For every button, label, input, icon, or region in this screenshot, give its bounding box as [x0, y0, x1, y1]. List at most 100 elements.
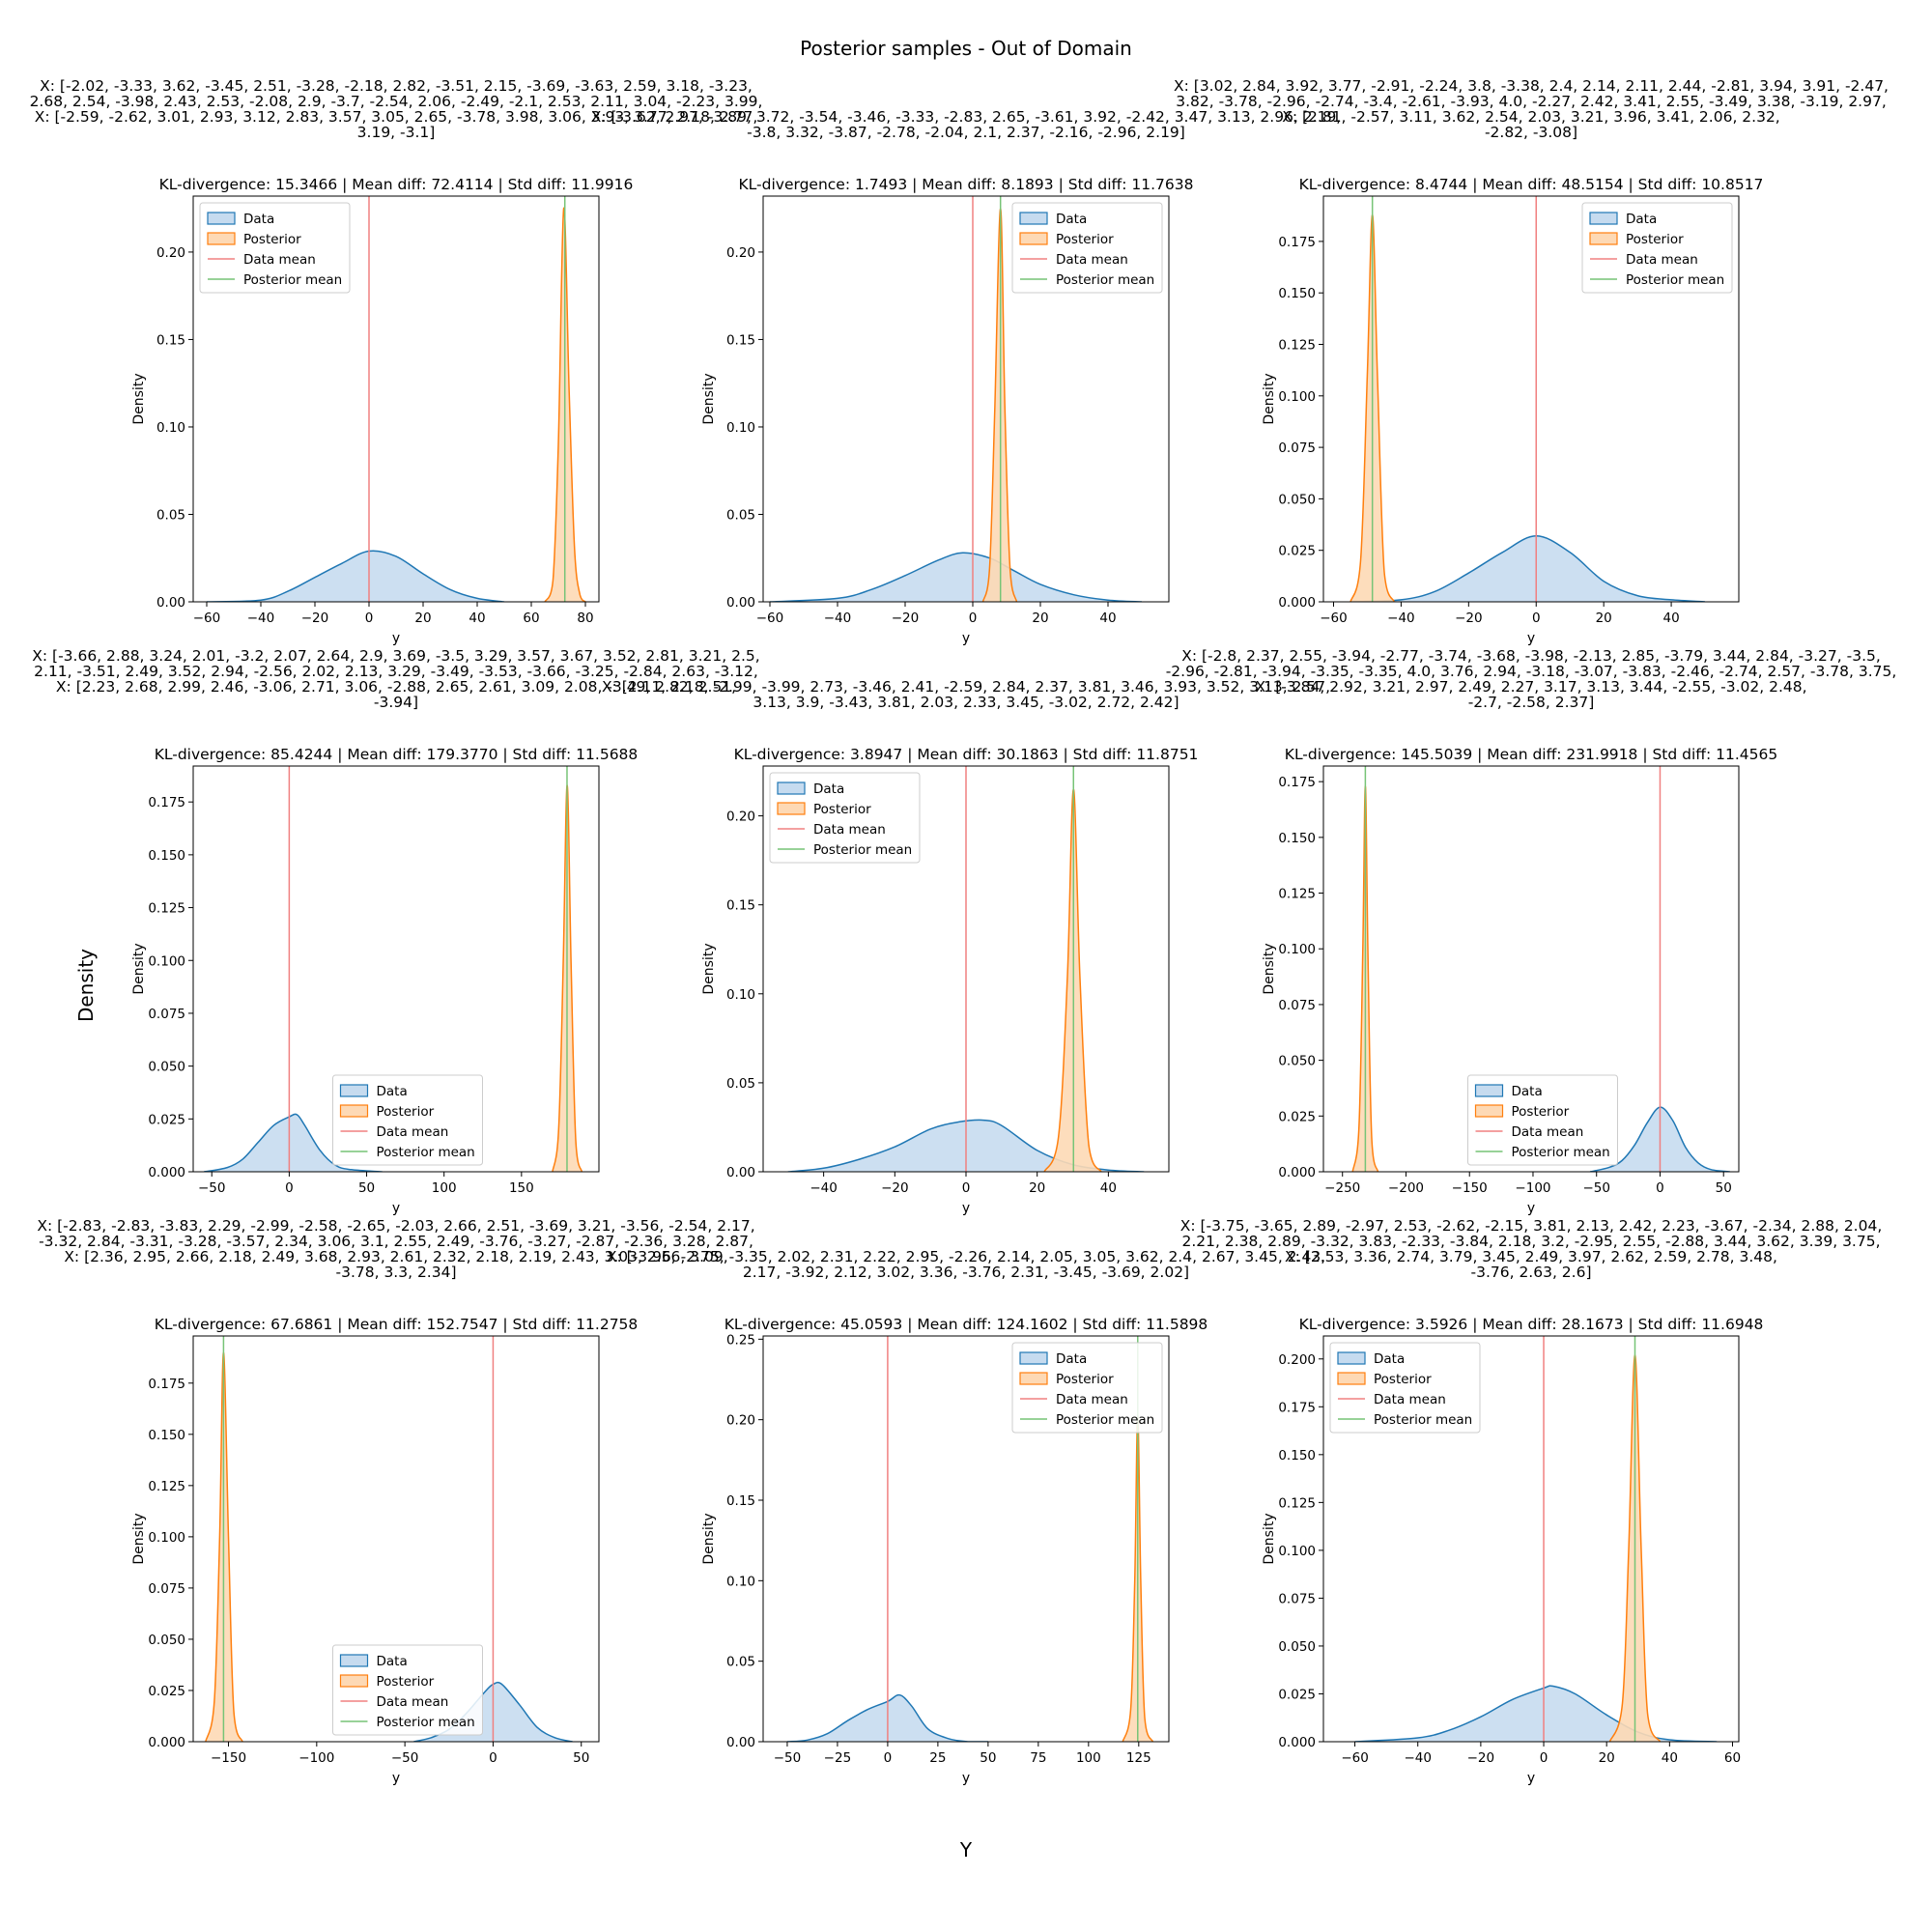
figure-title: Posterior samples - Out of Domain [800, 37, 1132, 60]
legend-swatch-patch [1337, 1351, 1366, 1365]
legend-label: Data [813, 781, 844, 797]
x-tick-label: −50 [391, 1750, 419, 1766]
legend-box [769, 772, 921, 864]
legend-label: Data mean [1056, 1392, 1128, 1407]
x-tick-label: −60 [1320, 611, 1348, 626]
y-tick-label: 0.125 [148, 901, 185, 917]
x-tick-label: −20 [1455, 611, 1483, 626]
x-tick-label: −100 [1515, 1180, 1550, 1196]
subplot-title-line: 2.21, 2.38, 2.89, -3.32, 3.83, -2.33, -3… [1181, 1233, 1880, 1250]
subplot-7: X: [-2.83, -2.83, -3.83, 2.29, -2.99, -2… [37, 1217, 754, 1786]
subplot-title-line: X: [-3.84, 2.92, 3.21, 2.97, 2.49, 2.27,… [1255, 678, 1806, 696]
x-tick-label: −60 [193, 611, 221, 626]
x-tick-label: 20 [414, 611, 431, 626]
legend-box [332, 1644, 483, 1736]
subplot-title-line: 3.19, -3.1] [357, 124, 436, 141]
y-tick-label: 0.100 [148, 953, 185, 969]
y-tick-label: 0.100 [148, 1530, 185, 1546]
x-tick-label: −50 [1582, 1180, 1610, 1196]
subplot-metrics: KL-divergence: 85.4244 | Mean diff: 179.… [155, 746, 639, 763]
x-tick-label: 20 [1599, 1750, 1615, 1766]
legend-label: Data mean [377, 1694, 449, 1710]
plot-area [1354, 1336, 1718, 1742]
legend-label: Posterior [377, 1674, 435, 1690]
subplot-title-line: 2.11, -3.51, 2.49, 3.52, 2.94, -2.56, 2.… [34, 663, 758, 680]
y-tick-label: 0.15 [726, 332, 755, 348]
subplot-title-line: X: [2.23, 2.68, 2.99, 2.46, -3.06, 2.71,… [56, 678, 736, 696]
subplot-title-line: -3.8, 3.32, -3.87, -2.78, -2.04, 2.1, 2.… [747, 124, 1185, 141]
y-tick-label: 0.20 [726, 1413, 755, 1429]
subplot-4: X: [-3.66, 2.88, 3.24, 2.01, -3.2, 2.07,… [32, 647, 759, 1216]
y-tick-label: 0.10 [726, 1574, 755, 1589]
y-tick-label: 0.050 [1278, 1054, 1316, 1069]
x-tick-label: 100 [1076, 1750, 1101, 1766]
legend-label: Data mean [1374, 1392, 1446, 1407]
subplot-9: X: [-3.75, -3.65, 2.89, -2.97, 2.53, -2.… [1180, 1217, 1883, 1786]
y-tick-label: 0.150 [1278, 1448, 1316, 1463]
legend-label: Posterior [1056, 1372, 1114, 1387]
y-tick-label: 0.000 [1278, 1735, 1316, 1750]
x-tick-label: 0 [969, 611, 978, 626]
x-axis-label: y [392, 631, 400, 646]
y-tick-label: 0.050 [1278, 492, 1316, 507]
subplot-title-line: -2.96, -2.81, -3.94, -3.35, -3.35, 4.0, … [1166, 663, 1897, 680]
y-tick-label: 0.00 [726, 1735, 755, 1750]
legend-swatch-patch [339, 1084, 369, 1097]
x-tick-label: −40 [824, 611, 852, 626]
x-tick-label: 40 [1100, 1180, 1117, 1196]
legend-label: Data mean [377, 1124, 449, 1140]
y-axis-label: Density [1262, 1513, 1277, 1564]
x-tick-label: 25 [929, 1750, 946, 1766]
subplot-title-line: -2.82, -3.08] [1485, 124, 1577, 141]
legend-label: Data mean [1056, 252, 1128, 268]
subplot-metrics: KL-divergence: 145.5039 | Mean diff: 231… [1285, 746, 1777, 763]
legend-label: Posterior mean [1626, 272, 1724, 288]
legend-label: Posterior [377, 1104, 435, 1120]
y-tick-label: 0.100 [1278, 1544, 1316, 1559]
legend-swatch-patch [1019, 1372, 1048, 1385]
y-tick-label: 0.125 [1278, 338, 1316, 354]
legend-swatch-patch [777, 781, 806, 795]
x-tick-label: −60 [756, 611, 784, 626]
subplot-8: X: [-3.96, -2.75, -3.35, 2.02, 2.31, 2.2… [607, 1248, 1325, 1786]
plot-area [204, 766, 583, 1172]
data-kde-line [204, 1113, 383, 1172]
legend-swatch-patch [207, 232, 236, 245]
x-tick-label: −20 [892, 611, 920, 626]
figure-x-label: Y [959, 1838, 973, 1861]
plot-area [1351, 766, 1730, 1172]
legend: Data Posterior Data mean Posterior mean [1467, 1074, 1618, 1166]
x-axis-label: y [392, 1201, 400, 1216]
x-tick-label: 40 [1662, 611, 1679, 626]
legend-label: Posterior mean [1512, 1145, 1610, 1160]
x-tick-label: 0 [884, 1750, 893, 1766]
legend-label: Posterior [243, 232, 301, 247]
y-tick-label: 0.05 [726, 1076, 755, 1092]
legend-swatch-patch [339, 1104, 369, 1118]
axes-frame [192, 765, 600, 1173]
y-tick-label: 0.175 [1278, 235, 1316, 250]
x-axis-label: y [1527, 1201, 1535, 1216]
y-axis-label: Density [1262, 373, 1277, 424]
y-tick-label: 0.000 [148, 1735, 185, 1750]
plot-area [1350, 196, 1706, 602]
subplot-metrics: KL-divergence: 45.0593 | Mean diff: 124.… [724, 1316, 1208, 1333]
x-tick-label: −100 [298, 1750, 334, 1766]
legend-swatch-patch [1589, 212, 1618, 225]
y-tick-label: 0.025 [148, 1112, 185, 1127]
axes-frame [192, 1335, 600, 1743]
y-axis-label: Density [701, 943, 717, 994]
legend-label: Posterior mean [1056, 272, 1154, 288]
axes-frame [1322, 1335, 1740, 1743]
plot-area [206, 196, 586, 602]
y-tick-label: 0.025 [148, 1684, 185, 1699]
legend-label: Posterior mean [1056, 1412, 1154, 1428]
legend: Data Posterior Data mean Posterior mean [332, 1074, 483, 1166]
subplot-metrics: KL-divergence: 1.7493 | Mean diff: 8.189… [739, 176, 1194, 193]
y-tick-label: 0.075 [1278, 440, 1316, 456]
x-tick-label: −20 [1467, 1750, 1495, 1766]
legend-swatch-patch [1474, 1084, 1504, 1097]
y-tick-label: 0.100 [1278, 389, 1316, 405]
subplot-title-line: X: [-3.62, 2.97, -3.89, 3.72, -3.54, -3.… [591, 108, 1341, 126]
